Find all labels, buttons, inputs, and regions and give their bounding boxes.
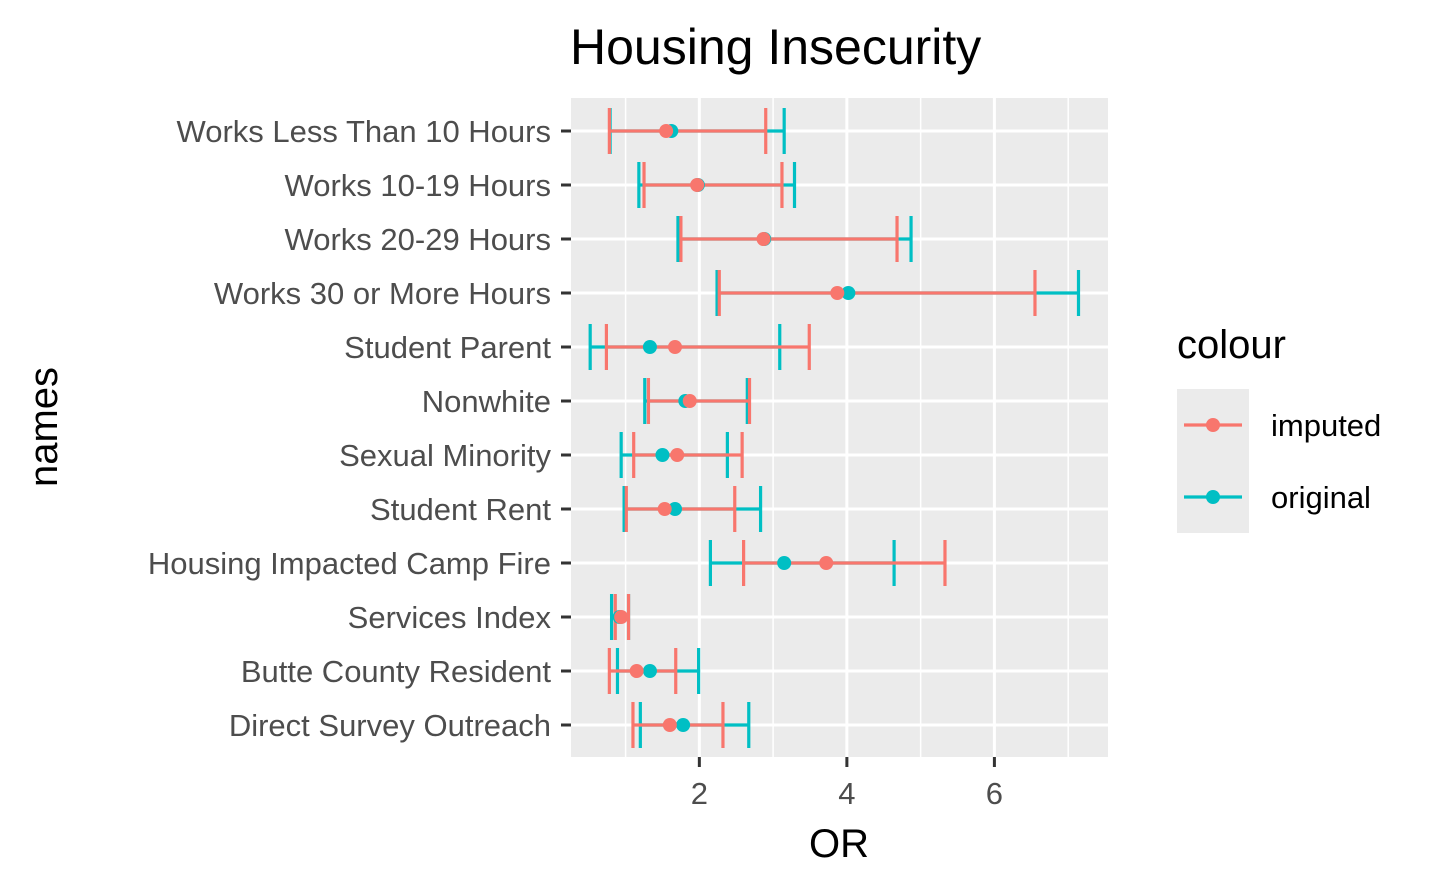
error-bar-imputed <box>604 324 811 370</box>
y-tick-label: Works 20-29 Hours <box>285 222 551 257</box>
legend-title: colour <box>1177 323 1286 367</box>
panel-background <box>571 98 1108 757</box>
point-imputed <box>614 610 629 624</box>
x-axis: 2 4 6 <box>691 757 1003 811</box>
point-original <box>777 556 792 570</box>
point-original <box>676 718 691 732</box>
error-bar-imputed <box>717 270 1037 316</box>
y-tick-label: Student Parent <box>344 330 551 365</box>
y-axis: Works Less Than 10 Hours Works 10-19 Hour… <box>148 114 571 743</box>
error-bar-imputed <box>742 540 947 586</box>
y-tick-label: Works Less Than 10 Hours <box>177 114 551 149</box>
y-tick-label: Student Rent <box>370 492 551 527</box>
legend-item-imputed: imputed <box>1177 389 1381 461</box>
error-bar-imputed <box>642 162 784 208</box>
point-original <box>642 664 657 678</box>
legend: colour imputed original <box>1177 323 1381 533</box>
point-imputed <box>670 448 685 462</box>
point-imputed <box>756 232 771 246</box>
chart-title: Housing Insecurity <box>570 19 981 75</box>
y-tick-label: Works 30 or More Hours <box>214 276 551 311</box>
point-imputed <box>629 664 644 678</box>
x-tick-label: 4 <box>838 776 855 811</box>
y-tick-label: Sexual Minority <box>339 438 551 473</box>
y-axis-title: names <box>22 367 66 487</box>
legend-key-point <box>1206 490 1220 504</box>
x-tick-label: 6 <box>986 776 1003 811</box>
error-bar-imputed <box>646 378 752 424</box>
point-imputed <box>830 286 845 300</box>
point-imputed <box>690 178 705 192</box>
x-axis-title: OR <box>809 822 869 866</box>
y-tick-label: Nonwhite <box>422 384 551 419</box>
point-original <box>668 502 683 516</box>
y-tick-label: Works 10-19 Hours <box>285 168 551 203</box>
y-tick-label: Housing Impacted Camp Fire <box>148 546 551 581</box>
error-bar-imputed <box>607 108 768 154</box>
y-tick-label: Services Index <box>348 600 552 635</box>
point-imputed <box>659 124 674 138</box>
error-bar-imputed <box>632 432 744 478</box>
point-original <box>655 448 670 462</box>
error-bar-imputed <box>679 216 899 262</box>
x-tick-label: 2 <box>691 776 708 811</box>
legend-label: original <box>1271 480 1371 515</box>
y-tick-label: Direct Survey Outreach <box>229 708 551 743</box>
legend-key-point <box>1206 418 1220 432</box>
legend-label: imputed <box>1271 408 1381 443</box>
legend-keys: imputed original <box>1177 389 1381 533</box>
point-imputed <box>657 502 672 516</box>
point-estimates <box>612 124 856 732</box>
point-imputed <box>662 718 677 732</box>
point-imputed <box>819 556 834 570</box>
plot-panel <box>571 98 1108 757</box>
point-original <box>841 286 856 300</box>
point-imputed <box>668 340 683 354</box>
point-imputed <box>682 394 697 408</box>
y-tick-label: Butte County Resident <box>241 654 552 689</box>
legend-item-original: original <box>1177 461 1371 533</box>
point-original <box>642 340 657 354</box>
